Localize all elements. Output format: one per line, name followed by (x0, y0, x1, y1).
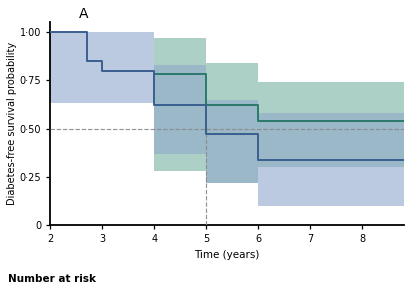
X-axis label: Time (years): Time (years) (194, 250, 260, 260)
Text: Number at risk: Number at risk (8, 274, 96, 284)
Y-axis label: Diabetes-free survival probability: Diabetes-free survival probability (7, 42, 17, 205)
Text: A: A (79, 7, 88, 21)
